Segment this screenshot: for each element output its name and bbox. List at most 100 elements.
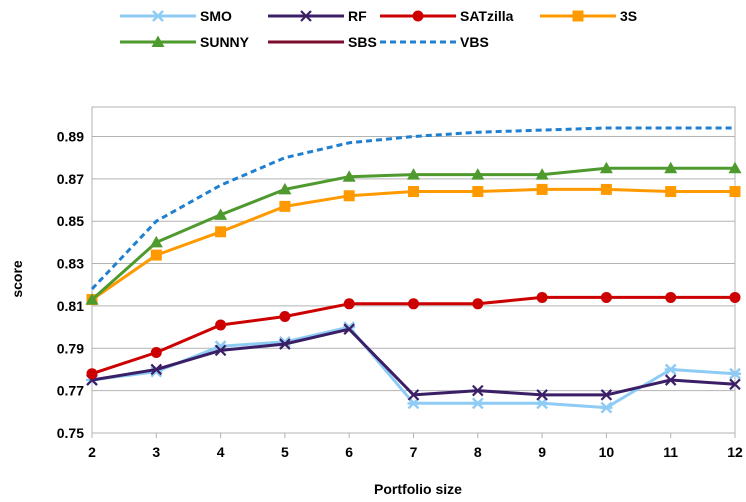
data-point [600,291,612,303]
legend-marker [152,10,164,22]
data-point [729,186,741,198]
data-point [279,200,291,212]
data-point [599,161,613,174]
data-point [343,323,355,335]
data-point [407,389,420,401]
data-point [408,186,419,198]
legend-item-sbs: SBS [268,34,377,50]
series-sunny [85,161,742,305]
x-tick-label: 6 [345,444,353,460]
data-point [536,389,548,401]
data-point [472,186,484,198]
data-point [600,183,612,195]
data-point [150,363,163,376]
y-tick-label: 0.89 [57,128,84,144]
series-smo [86,321,741,414]
data-point [278,182,292,195]
series-3s [86,183,741,306]
x-tick-label: 4 [217,444,225,460]
y-tick-label: 0.75 [57,425,84,441]
legend-item-vbs: VBS [380,34,489,50]
axes: 0.75 0.77 0.79 0.81 0.83 0.85 0.87 0.89 2 3 4 5 6 7 8 9… [57,128,743,460]
gridlines [91,106,736,434]
legend-label: SATzilla [460,8,514,24]
x-tick-label: 9 [538,444,546,460]
legend-marker [300,10,312,22]
x-tick-label: 7 [410,444,418,460]
data-point [343,298,355,310]
series-satzilla [86,291,741,380]
y-tick-label: 0.83 [57,256,84,272]
x-tick-label: 3 [152,444,160,460]
series-layer [85,126,742,414]
legend-label: SUNNY [200,34,250,50]
data-point [729,367,741,380]
y-axis-title: score [9,260,25,298]
data-point [214,344,227,357]
legend-item-sunny: SUNNY [120,34,250,50]
data-point [728,161,742,174]
legend-label: RF [348,8,367,24]
y-tick-label: 0.85 [57,213,84,229]
data-point [729,291,741,303]
x-tick-label: 10 [599,444,615,460]
data-point [215,226,227,238]
plot-frame [91,106,736,434]
data-point [214,208,228,220]
data-point [215,319,227,331]
data-point [535,168,549,180]
data-point [150,347,162,359]
y-tick-label: 0.87 [57,171,84,187]
series-rf [86,323,741,401]
legend-label: SBS [348,34,377,50]
data-point [600,389,613,401]
data-point [471,168,485,180]
data-point [729,378,741,391]
legend-item-rf: RF [268,8,367,24]
data-point [664,363,677,376]
data-point [407,397,420,410]
data-point [536,397,549,410]
data-point [279,311,291,323]
data-point [664,374,677,386]
data-point [664,161,678,174]
data-point [342,170,356,182]
data-point [150,249,162,261]
legend-marker [151,35,165,47]
data-point [536,183,548,195]
data-point [472,384,484,397]
legend-item-3s: 3S [540,8,637,24]
data-point [536,291,548,303]
data-point [408,298,419,310]
y-tick-label: 0.77 [57,383,84,399]
data-point [149,235,163,248]
legend-marker [572,10,584,22]
y-tick-label: 0.79 [57,340,84,356]
x-tick-label: 8 [474,444,482,460]
series-vbs [90,126,735,291]
series-line-vbs [90,126,735,291]
series-line-3s [91,187,735,301]
data-point [86,368,98,380]
legend-label: SMO [200,8,232,24]
x-tick-label: 11 [663,444,678,460]
data-point [600,401,613,414]
data-point [472,298,484,310]
data-point [85,293,99,305]
legend-item-satzilla: SATzilla [380,8,514,24]
legend: SMO RF SATzilla 3S SUNNY SBS VBS [120,8,637,50]
x-tick-label: 2 [88,444,96,460]
x-tick-label: 5 [281,444,289,460]
data-point [407,168,420,180]
legend-label: VBS [460,34,489,50]
data-point [665,186,677,198]
legend-item-smo: SMO [120,8,232,24]
data-point [665,291,677,303]
legend-marker [412,10,424,22]
x-axis-title: Portfolio size [374,481,462,497]
y-tick-label: 0.81 [57,298,84,314]
data-point [343,190,355,202]
x-tick-label: 12 [727,444,743,460]
data-point [471,397,484,410]
